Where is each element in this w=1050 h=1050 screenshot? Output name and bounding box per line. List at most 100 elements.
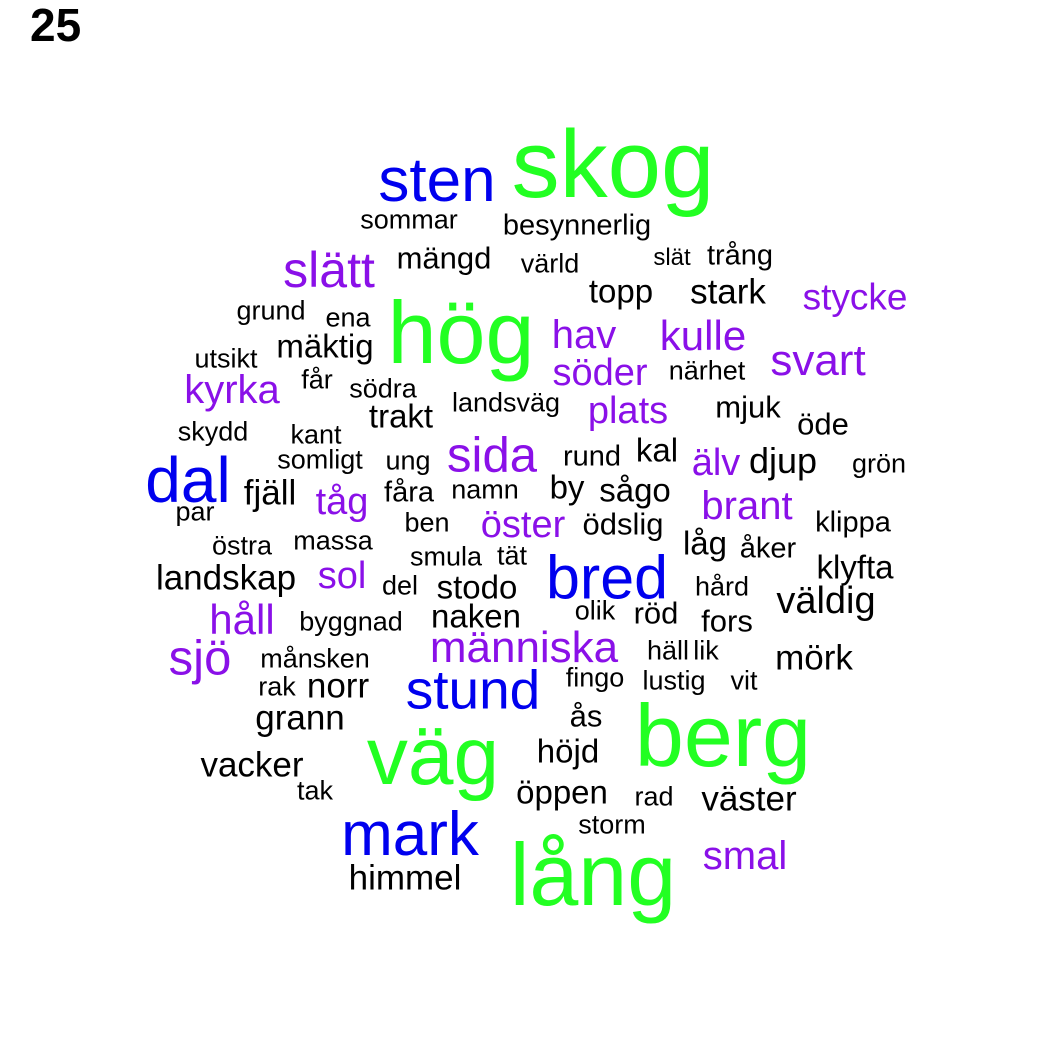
word-bred: bred [545, 543, 669, 612]
word-djup: djup [748, 440, 818, 481]
word-byggnad: byggnad [299, 606, 403, 637]
word-vaster: väster [701, 779, 797, 819]
word-mork: mörk [775, 638, 853, 678]
word-stodo: stodo [436, 568, 518, 606]
word-ben: ben [404, 507, 450, 538]
word-lang: lång [509, 825, 677, 924]
word-utsikt: utsikt [194, 343, 258, 374]
word-trakt: trakt [368, 397, 434, 435]
word-fjall: fjäll [243, 473, 297, 513]
word-aker: åker [739, 532, 797, 565]
word-topp: topp [588, 272, 654, 310]
word-storm: storm [578, 809, 646, 840]
word-kulle: kulle [659, 312, 747, 359]
word-grann: grann [255, 698, 345, 738]
word-ostra: östra [211, 530, 273, 561]
word-sten: sten [378, 146, 496, 215]
word-lag: låg [682, 524, 728, 562]
word-mjuk: mjuk [715, 389, 781, 425]
word-hard: hård [694, 571, 750, 602]
word-soder: söder [552, 352, 648, 394]
word-grund: grund [236, 295, 306, 326]
word-lik: lik [693, 635, 719, 666]
word-olik: olik [574, 595, 616, 626]
word-ung: ung [385, 445, 431, 476]
word-vag: väg [366, 711, 500, 802]
word-lustig: lustig [642, 665, 706, 696]
word-sommar: sommar [360, 204, 458, 235]
word-tag: tåg [315, 481, 369, 523]
word-kyrka: kyrka [184, 368, 280, 412]
word-skydd: skydd [177, 416, 249, 447]
word-odslig: ödslig [582, 506, 664, 542]
word-landsvag: landsväg [451, 387, 561, 418]
word-massa: massa [293, 525, 373, 556]
word-smula: smula [409, 541, 483, 572]
word-sjo: sjö [168, 631, 232, 686]
word-landskap: landskap [155, 558, 297, 598]
word-smal: smal [702, 834, 788, 878]
word-besynnerlig: besynnerlig [502, 209, 652, 242]
word-namn: namn [451, 474, 519, 505]
word-trang: trång [706, 239, 774, 272]
word-rak: rak [258, 671, 296, 702]
word-maktig: mäktig [276, 327, 374, 365]
word-rund: rund [562, 440, 622, 473]
word-hav: hav [551, 313, 617, 357]
word-ode: öde [797, 406, 849, 442]
word-narhet: närhet [668, 355, 746, 386]
word-fors: fors [701, 603, 753, 639]
word-par: par [175, 496, 215, 527]
word-mark: mark [341, 800, 479, 869]
word-skog: skog [511, 111, 715, 218]
word-kal: kal [635, 431, 679, 469]
word-as: ås [569, 698, 603, 734]
word-ena: ena [325, 302, 371, 333]
word-sodra: södra [349, 373, 417, 404]
word-slat: slät [653, 244, 691, 271]
word-rod: röd [633, 595, 679, 631]
word-rad: rad [634, 781, 674, 812]
word-oster: öster [480, 504, 566, 546]
word-slatt: slätt [283, 242, 375, 298]
word-sago: sågo [599, 471, 671, 509]
word-by: by [549, 468, 585, 506]
page-number: 25 [30, 0, 82, 51]
word-manniska: människa [429, 623, 619, 672]
word-vacker: vacker [200, 745, 304, 785]
word-klippa: klippa [815, 506, 891, 539]
word-gron: grön [851, 448, 907, 479]
word-fara: fåra [384, 476, 434, 509]
word-oppen: öppen [516, 773, 608, 811]
word-plats: plats [587, 390, 669, 432]
word-sol: sol [317, 555, 367, 597]
word-mangd: mängd [396, 240, 492, 276]
word-hojd: höjd [536, 732, 600, 770]
word-tak: tak [296, 775, 334, 806]
word-kant: kant [290, 419, 342, 450]
word-hog: hög [387, 283, 535, 382]
word-dal: dal [145, 444, 231, 516]
word-far: får [301, 364, 333, 395]
word-himmel: himmel [348, 858, 462, 898]
word-berg: berg [634, 686, 812, 785]
word-del: del [381, 570, 419, 601]
word-klyfta: klyfta [816, 548, 894, 586]
word-fingo: fingo [565, 662, 625, 693]
word-alv: älv [691, 442, 741, 484]
word-tat: tät [496, 540, 528, 571]
word-sida: sida [447, 428, 537, 483]
word-valdig: väldig [776, 580, 876, 622]
word-varld: värld [520, 248, 580, 279]
word-mansken: månsken [260, 643, 370, 674]
word-brant: brant [701, 484, 793, 528]
word-hall: håll [209, 596, 275, 643]
word-stark: stark [690, 272, 766, 312]
word-naken: naken [431, 597, 521, 635]
word-hall: häll [646, 635, 690, 666]
word-stund: stund [405, 658, 541, 721]
word-somligt: somligt [277, 444, 363, 475]
word-norr: norr [306, 666, 370, 706]
word-stycke: stycke [802, 276, 908, 318]
